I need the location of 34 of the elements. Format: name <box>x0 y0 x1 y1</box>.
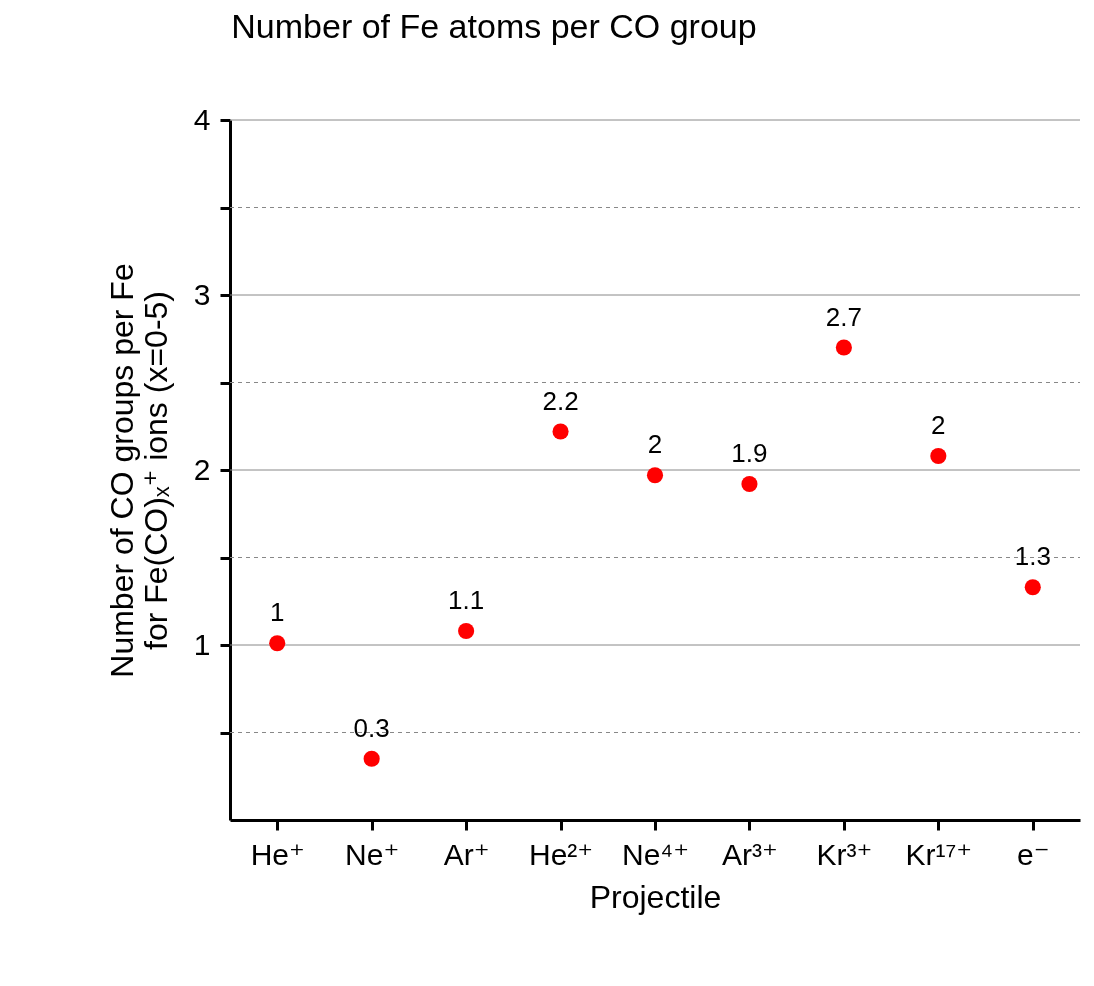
data-label: 1.9 <box>731 438 768 468</box>
point <box>269 635 286 652</box>
data-label: 2 <box>931 410 946 440</box>
point <box>835 339 852 356</box>
x-tick-label: Kr¹⁷⁺ <box>905 837 973 871</box>
data-label: 1 <box>269 597 285 628</box>
x-tick-label: Ne⁴⁺ <box>621 837 690 871</box>
data-label: 0.3 <box>353 712 390 743</box>
point <box>1024 579 1041 596</box>
x-tick-label: Ar⁺ <box>443 837 490 871</box>
x-tick-label: He⁺ <box>250 837 305 871</box>
point <box>552 423 569 440</box>
x-tick-label: e⁻ <box>1017 837 1050 871</box>
data-label: 1.3 <box>1014 541 1051 572</box>
data-label: 2.2 <box>542 385 579 416</box>
y-tick-label: 2 <box>193 452 211 486</box>
x-tick-label: Kr³⁺ <box>816 837 873 871</box>
x-axis-title: Projectile <box>589 878 722 915</box>
y-tick-label: 1 <box>193 627 211 661</box>
point <box>930 447 947 465</box>
data-label: 1.1 <box>448 585 485 615</box>
data-label: 2 <box>647 429 663 460</box>
point <box>363 750 380 767</box>
data-label: 2.7 <box>825 301 862 332</box>
point <box>741 475 758 493</box>
y-axis-title: Number of CO groups per Fe for Fe(CO)ₓ⁺ ions (x=0-5) <box>103 263 174 678</box>
point <box>646 467 664 484</box>
point <box>458 622 475 640</box>
x-tick-label: He²⁺ <box>528 837 594 871</box>
x-tick-label: Ne⁺ <box>345 837 400 871</box>
x-tick-label: Ar³⁺ <box>722 837 778 871</box>
y-tick-label: 3 <box>193 277 211 311</box>
y-tick-label: 4 <box>193 102 211 136</box>
chart-title: Number of Fe atoms per CO group <box>231 7 757 45</box>
